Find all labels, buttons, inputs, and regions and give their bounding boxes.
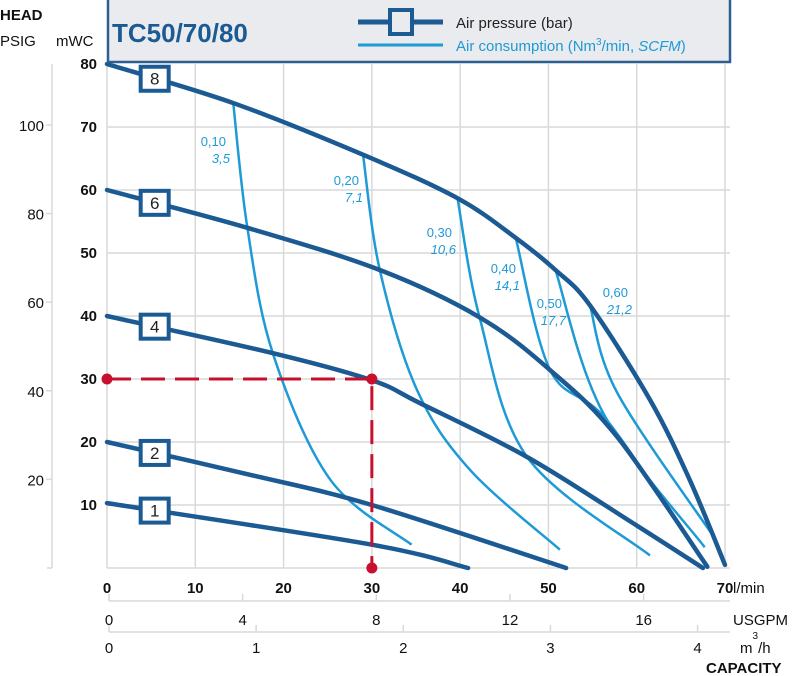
pressure-label: 1 (150, 502, 159, 521)
chart-title: TC50/70/80 (112, 18, 248, 48)
air-pressure-line (104, 439, 569, 571)
x-tick-label-usgpm: 12 (502, 612, 519, 629)
air-consumption-label-nm3: 0,60 (603, 285, 628, 300)
x-tick-label-lmin: 0 (103, 580, 111, 597)
y-tick-label-mwc: 20 (80, 434, 97, 451)
legend-box (106, 0, 732, 64)
air-consumption-label-nm3: 0,30 (427, 225, 452, 240)
operating-point-marker (366, 373, 378, 385)
air-consumption-label-nm3: 0,10 (201, 134, 226, 149)
air-consumption-curve-0,30: 0,30 10,6 (427, 197, 651, 557)
air-consumption-label-nm3: 0,40 (491, 261, 516, 276)
pressure-label-box (138, 64, 171, 93)
x-tick-label-m3h: 4 (693, 640, 701, 657)
pressure-label: 8 (150, 70, 159, 89)
y-tick-label-mwc: 30 (80, 371, 97, 388)
x-tick-label-m3h: 1 (252, 640, 260, 657)
air-pressure-line (104, 61, 728, 568)
legend-pressure-label: Air pressure (bar) (456, 15, 573, 32)
x-tick-label-m3h: 0 (105, 640, 113, 657)
x-tick-label-lmin: 30 (364, 580, 381, 597)
air-consumption-label-scfm: 10,6 (431, 242, 457, 257)
pressure-label-box (138, 312, 171, 341)
air-consumption-label-scfm: 7,1 (345, 190, 363, 205)
air-consumption-label-scfm: 17,7 (541, 313, 567, 328)
air-consumption-curve-0,50: 0,50 17,7 (537, 269, 706, 548)
pressure-legend-symbol (358, 8, 443, 36)
y-tick-label-psig: 100 (19, 118, 44, 135)
air-consumption-line (554, 269, 706, 548)
y-tick-label-mwc: 60 (80, 182, 97, 199)
air-pressure-curve-6: 6 (104, 187, 710, 569)
air-pressure-curve-8: 8 (104, 61, 728, 568)
x-tick-label-lmin: 50 (540, 580, 557, 597)
y-unit-psig: PSIG (0, 33, 36, 50)
x-unit-m3h: m3/h (740, 631, 771, 657)
x-tick-label-lmin: 20 (275, 580, 292, 597)
x-tick-label-lmin: 70 (717, 580, 734, 597)
y-tick-label-mwc: 80 (80, 56, 97, 73)
pressure-label: 4 (150, 318, 159, 337)
x-tick-label-lmin: 10 (187, 580, 204, 597)
air-pressure-line (104, 313, 706, 571)
pressure-label-box (138, 188, 171, 217)
x-unit-usgpm: USGPM (733, 612, 788, 629)
x-tick-label-lmin: 60 (628, 580, 645, 597)
air-pressure-curve-1: 1 (104, 496, 471, 571)
x-tick-label-m3h: 3 (546, 640, 554, 657)
legend: TC50/70/80 Air pressure (bar) Air consum… (106, 0, 732, 64)
y-tick-label-mwc: 50 (80, 245, 97, 262)
y-unit-mwc: mWC (56, 33, 94, 50)
operating-point-marker (366, 562, 378, 574)
air-consumption-line (456, 197, 651, 557)
legend-consumption-label: Air consumption (Nm3/min, SCFM) (456, 37, 686, 55)
pressure-label: 6 (150, 194, 159, 213)
y-tick-label-mwc: 10 (80, 497, 97, 514)
air-consumption-label-scfm: 14,1 (495, 278, 520, 293)
air-consumption-label-scfm: 21,2 (606, 302, 633, 317)
y-tick-label-mwc: 70 (80, 119, 97, 136)
x-tick-label-usgpm: 0 (105, 612, 113, 629)
air-pressure-curve-2: 2 (104, 438, 569, 571)
x-tick-label-m3h: 2 (399, 640, 407, 657)
air-pressure-curve-4: 4 (104, 312, 706, 571)
y-tick-label-mwc: 40 (80, 308, 97, 325)
operating-point-guide (107, 377, 374, 568)
air-consumption-curve-0,10: 0,10 3,5 (201, 102, 413, 546)
air-consumption-line (588, 304, 718, 541)
y-tick-label-psig: 20 (27, 472, 44, 489)
pressure-label-box (138, 438, 171, 467)
y-axis-title: HEAD (0, 7, 43, 24)
x-axis-title: CAPACITY (706, 660, 782, 676)
x-tick-label-usgpm: 4 (238, 612, 246, 629)
x-tick-label-usgpm: 8 (372, 612, 380, 629)
x-tick-label-lmin: 40 (452, 580, 469, 597)
x-tick-label-usgpm: 16 (635, 612, 652, 629)
pressure-label-box (138, 496, 171, 525)
x-unit-lmin: l/min (733, 580, 765, 597)
air-consumption-curve-0,60: 0,60 21,2 (588, 285, 718, 541)
pressure-label: 2 (150, 444, 159, 463)
air-consumption-curve-0,20: 0,20 7,1 (334, 154, 561, 551)
y-tick-label-psig: 80 (27, 207, 44, 224)
air-consumption-label-scfm: 3,5 (212, 151, 231, 166)
operating-point-marker (101, 373, 113, 385)
air-pressure-line (104, 187, 710, 569)
y-tick-label-psig: 60 (27, 295, 44, 312)
air-consumption-label-nm3: 0,50 (537, 296, 562, 311)
air-consumption-label-nm3: 0,20 (334, 173, 359, 188)
y-tick-label-psig: 40 (27, 384, 44, 401)
air-consumption-line (361, 154, 561, 551)
